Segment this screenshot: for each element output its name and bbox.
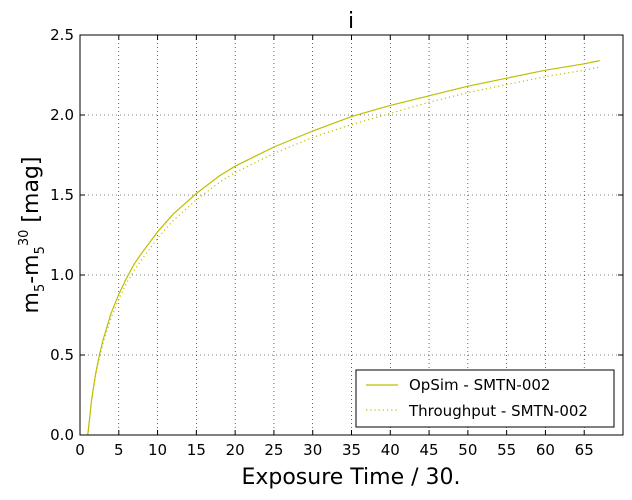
series-line-opsim	[87, 60, 600, 436]
y-label-dash: -m	[19, 254, 44, 283]
y-tick-label: 2.5	[50, 26, 74, 44]
plot-frame	[79, 34, 624, 436]
series-layer	[87, 60, 600, 436]
y-label-unit: [mag]	[19, 157, 44, 230]
y-tick-label: 0.5	[50, 346, 74, 364]
x-tick-label: 30	[303, 441, 322, 459]
x-tick-label: 50	[458, 441, 477, 459]
y-label-sup2: 30	[17, 230, 32, 247]
x-tick-label: 25	[264, 441, 283, 459]
ticks: 0 5 10 15 20 25 30 35 40 45 50 55 60 65 0.0 0.5 1.0 1.5 2.…	[50, 26, 623, 459]
x-tick-label: 60	[536, 441, 555, 459]
y-axis-label: m5-m530 [mag]	[17, 157, 48, 314]
x-axis-label: Exposure Time / 30.	[241, 465, 460, 490]
grid	[80, 35, 623, 435]
legend-label-throughput: Throughput - SMTN-002	[408, 402, 588, 420]
x-tick-label: 45	[420, 441, 439, 459]
y-label-sub1: 5	[33, 284, 48, 292]
legend-label-opsim: OpSim - SMTN-002	[409, 376, 550, 394]
x-tick-label: 40	[381, 441, 400, 459]
x-tick-label: 35	[342, 441, 361, 459]
x-tick-label: 55	[497, 441, 516, 459]
y-tick-label: 1.0	[50, 266, 74, 284]
y-label-sub2: 5	[33, 246, 48, 254]
x-tick-label: 5	[114, 441, 124, 459]
x-tick-label: 15	[187, 441, 206, 459]
x-tick-label: 20	[226, 441, 245, 459]
x-tick-label: 0	[75, 441, 85, 459]
chart-title: i	[348, 9, 354, 34]
y-tick-label: 2.0	[50, 106, 74, 124]
legend-box	[355, 369, 615, 428]
x-tick-label: 10	[148, 441, 167, 459]
y-label-base: m	[19, 292, 44, 313]
y-tick-label: 0.0	[50, 426, 74, 444]
x-tick-label: 65	[575, 441, 594, 459]
legend: OpSim - SMTN-002 Throughput - SMTN-002	[355, 369, 615, 428]
y-tick-label: 1.5	[50, 186, 74, 204]
